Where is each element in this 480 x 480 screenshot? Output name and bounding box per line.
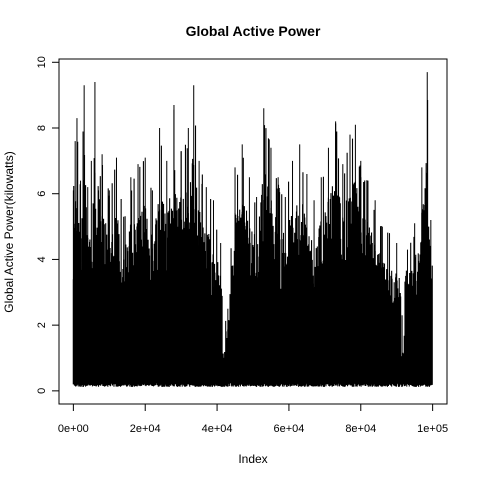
x-tick-label: 4e+04 <box>202 423 233 435</box>
y-tick-label: 2 <box>36 322 48 328</box>
x-axis-label: Index <box>238 452 267 466</box>
y-tick-label: 8 <box>36 125 48 131</box>
x-tick-label: 0e+00 <box>58 423 89 435</box>
x-axis: 0e+00 2e+04 4e+04 6e+04 8e+04 1e+05 <box>58 403 448 435</box>
x-tick-label: 6e+04 <box>273 423 304 435</box>
y-tick-label: 10 <box>36 56 48 68</box>
y-axis-label: Global Active Power(kilowatts) <box>2 151 16 312</box>
x-tick-label: 2e+04 <box>130 423 161 435</box>
x-tick-label: 8e+04 <box>345 423 376 435</box>
y-tick-label: 6 <box>36 191 48 197</box>
chart-title: Global Active Power <box>186 23 321 39</box>
x-tick-label: 1e+05 <box>417 423 448 435</box>
y-tick-label: 4 <box>36 256 48 262</box>
y-axis: 0 2 4 6 8 10 <box>36 56 60 394</box>
data-layer <box>72 72 433 387</box>
y-tick-label: 0 <box>36 388 48 394</box>
